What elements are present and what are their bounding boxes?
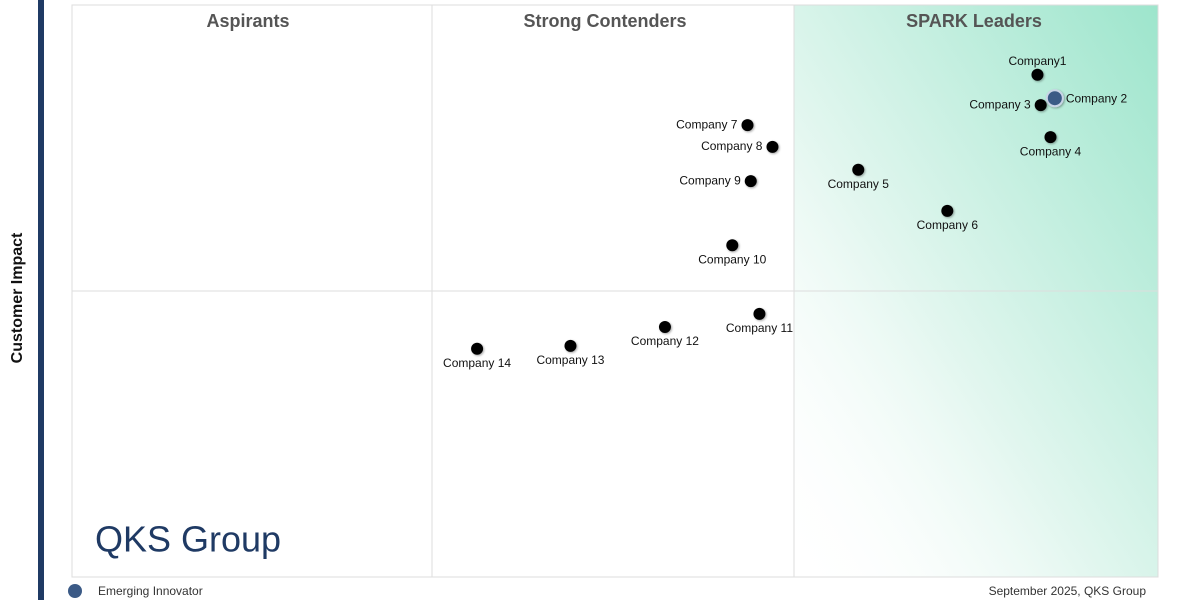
point xyxy=(658,321,671,334)
point-label: Company 12 xyxy=(631,334,699,348)
point xyxy=(744,175,757,188)
footer: September 2025, QKS Group xyxy=(989,584,1147,598)
point xyxy=(852,163,865,176)
point-label: Company1 xyxy=(1008,54,1066,68)
point xyxy=(766,140,779,153)
point-label: Company 5 xyxy=(828,177,890,191)
point-label: Company 10 xyxy=(698,252,766,266)
point xyxy=(726,239,739,252)
point xyxy=(941,204,954,217)
point-label: Company 3 xyxy=(969,97,1031,111)
point-label: Company 13 xyxy=(536,353,604,367)
point-label: Company 14 xyxy=(443,356,511,370)
point xyxy=(1034,99,1047,112)
point xyxy=(1031,68,1044,81)
point xyxy=(753,307,766,320)
point-label: Company 11 xyxy=(726,321,793,335)
quadrant-title: Aspirants xyxy=(206,11,289,31)
y-axis-label: Customer Impact xyxy=(9,232,26,363)
axis-bar xyxy=(38,0,44,600)
point-label: Company 2 xyxy=(1066,91,1128,105)
point xyxy=(471,342,484,355)
point xyxy=(741,119,754,132)
legend-marker xyxy=(68,584,82,598)
point-label: Company 4 xyxy=(1020,144,1082,158)
point xyxy=(1045,89,1064,108)
quadrant-title: SPARK Leaders xyxy=(906,11,1042,31)
point-label: Company 6 xyxy=(917,218,979,232)
quadrant-title: Strong Contenders xyxy=(523,11,686,31)
point-label: Company 8 xyxy=(701,139,763,153)
point xyxy=(564,339,577,352)
logo: QKS Group xyxy=(95,519,281,560)
legend-label: Emerging Innovator xyxy=(98,584,203,598)
point-label: Company 7 xyxy=(676,117,738,131)
point xyxy=(1044,131,1057,144)
point-label: Company 9 xyxy=(679,173,741,187)
